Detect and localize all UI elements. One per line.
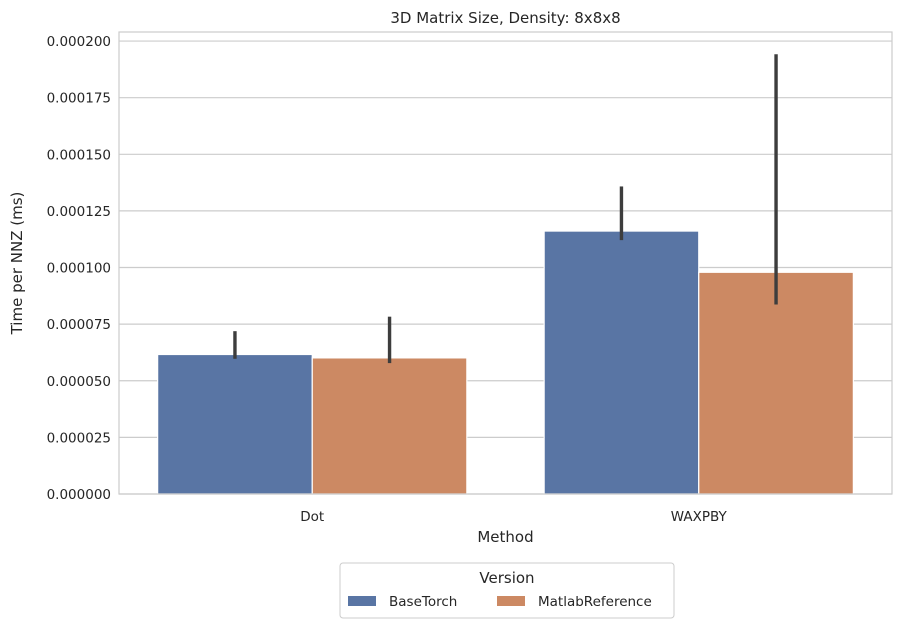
legend: Version BaseTorch MatlabReference: [339, 562, 675, 619]
legend-box: [339, 562, 675, 619]
y-tick-label: 0.000125: [47, 204, 111, 220]
bar: [311, 357, 468, 495]
y-tick-label: 0.000075: [47, 317, 111, 333]
y-tick-labels: 0.000000 0.000025 0.000050 0.000075 0.000100…: [47, 34, 111, 503]
legend-swatch: [497, 596, 525, 606]
bar: [543, 230, 700, 495]
chart-title: 3D Matrix Size, Density: 8x8x8: [390, 9, 620, 27]
y-tick-label: 0.000050: [47, 374, 111, 390]
y-tick-label: 0.000025: [47, 430, 111, 446]
x-tick-label: Dot: [300, 509, 324, 525]
error-bars: [233, 54, 778, 364]
y-tick-label: 0.000175: [47, 91, 111, 107]
y-tick-label: 0.000100: [47, 261, 111, 277]
legend-label: MatlabReference: [538, 594, 652, 610]
x-tick-labels: Dot WAXPBY: [300, 509, 727, 525]
legend-swatch: [348, 596, 376, 606]
x-axis-label: Method: [477, 528, 533, 546]
legend-items: BaseTorch MatlabReference: [348, 594, 652, 610]
bars: [157, 230, 854, 495]
legend-label: BaseTorch: [389, 594, 457, 610]
legend-title: Version: [479, 569, 534, 587]
y-axis-label: Time per NNZ (ms): [8, 192, 26, 336]
x-tick-label: WAXPBY: [671, 509, 728, 525]
plot-frame: [118, 31, 893, 495]
y-tick-label: 0.000000: [47, 487, 111, 503]
y-tick-label: 0.000200: [47, 34, 111, 50]
bar: [698, 271, 854, 495]
y-tick-label: 0.000150: [47, 147, 111, 163]
bar: [157, 353, 313, 495]
